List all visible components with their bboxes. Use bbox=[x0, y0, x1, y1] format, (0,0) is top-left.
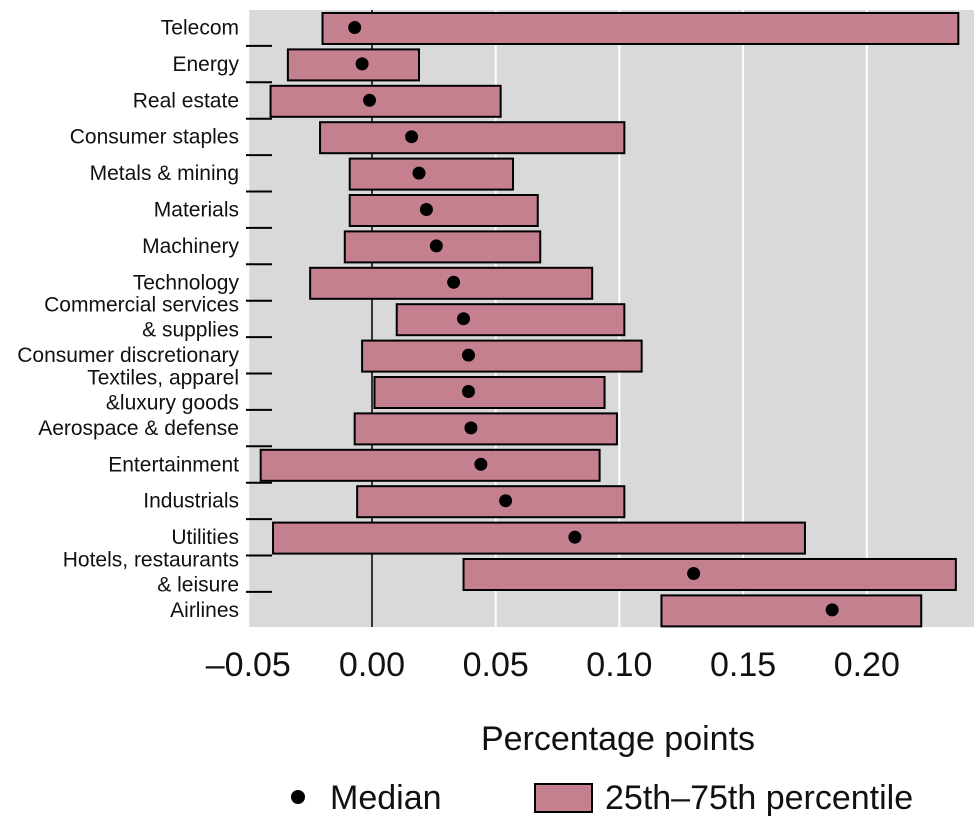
percentile-bar bbox=[348, 157, 515, 191]
median-point bbox=[461, 385, 475, 398]
median-point bbox=[461, 348, 475, 362]
x-tick-label: 0.10 bbox=[586, 646, 652, 684]
median-point bbox=[687, 567, 701, 580]
category-label: Technology bbox=[133, 271, 240, 294]
percentile-bar bbox=[348, 194, 539, 227]
x-tick-label: 0.20 bbox=[834, 646, 900, 684]
legend-median-label: Median bbox=[330, 779, 442, 817]
category-label: Machinery bbox=[142, 235, 239, 258]
percentile-bar bbox=[321, 12, 960, 45]
x-axis-title: Percentage points bbox=[481, 720, 755, 758]
y-axis-ticks bbox=[246, 44, 272, 593]
bars bbox=[259, 12, 960, 628]
percentile-bar bbox=[462, 558, 957, 591]
percentile-bar bbox=[353, 412, 618, 446]
category-label: Commercial services & supplies bbox=[44, 294, 239, 342]
legend-percentile-label: 25th–75th percentile bbox=[605, 779, 913, 817]
category-label: Hotels, restaurants & leisure bbox=[63, 549, 239, 597]
percentile-bar bbox=[660, 594, 923, 628]
x-axis-tick-labels: –0.05 0.00 0.05 0.10 0.15 0.20 bbox=[206, 646, 900, 684]
category-label: Telecom bbox=[161, 17, 239, 40]
y-axis-labels: Telecom Energy Real estate Consumer staples… bbox=[17, 17, 239, 622]
median-point bbox=[405, 130, 419, 144]
median-point bbox=[363, 93, 377, 107]
percentile-bar bbox=[395, 303, 626, 337]
category-label: Aerospace & defense bbox=[38, 417, 239, 440]
median-point bbox=[412, 166, 426, 180]
percentile-bar bbox=[319, 121, 626, 155]
x-tick-label: 0.15 bbox=[710, 646, 776, 684]
legend-median-marker bbox=[291, 790, 305, 804]
legend-percentile-marker bbox=[534, 783, 593, 813]
category-label: Airlines bbox=[170, 599, 239, 622]
category-label: Utilities bbox=[171, 526, 239, 549]
percentile-bar bbox=[269, 84, 502, 118]
median-point bbox=[464, 421, 478, 435]
category-label: Industrials bbox=[143, 490, 239, 513]
x-tick-label: 0.05 bbox=[463, 646, 529, 684]
median-point bbox=[355, 57, 369, 71]
category-label: Textiles, apparel &luxury goods bbox=[87, 367, 239, 415]
category-label: Real estate bbox=[133, 89, 239, 112]
median-point bbox=[419, 203, 433, 216]
category-label: Entertainment bbox=[108, 453, 239, 476]
percentile-bar bbox=[373, 376, 606, 409]
category-label: Consumer discretionary bbox=[17, 344, 239, 367]
percentile-bar bbox=[356, 485, 626, 519]
median-point bbox=[825, 603, 839, 617]
percentile-bar bbox=[286, 48, 421, 82]
median-point bbox=[447, 275, 461, 289]
category-label: Energy bbox=[172, 53, 239, 76]
median-point bbox=[429, 239, 443, 253]
median-point bbox=[474, 457, 488, 471]
median-point bbox=[457, 312, 471, 326]
median-points bbox=[348, 21, 839, 617]
category-label: Materials bbox=[154, 199, 239, 222]
median-point bbox=[568, 530, 582, 544]
percentile-bar bbox=[361, 339, 643, 373]
legend: Median 25th–75th percentile bbox=[291, 779, 913, 817]
category-label: Consumer staples bbox=[70, 126, 239, 149]
percentile-bar bbox=[272, 521, 806, 555]
x-tick-label: 0.00 bbox=[339, 646, 405, 684]
x-tick-label: –0.05 bbox=[206, 646, 291, 684]
percentile-bar bbox=[259, 448, 601, 482]
median-point bbox=[499, 494, 513, 508]
category-label: Metals & mining bbox=[90, 162, 239, 185]
median-point bbox=[348, 21, 362, 34]
